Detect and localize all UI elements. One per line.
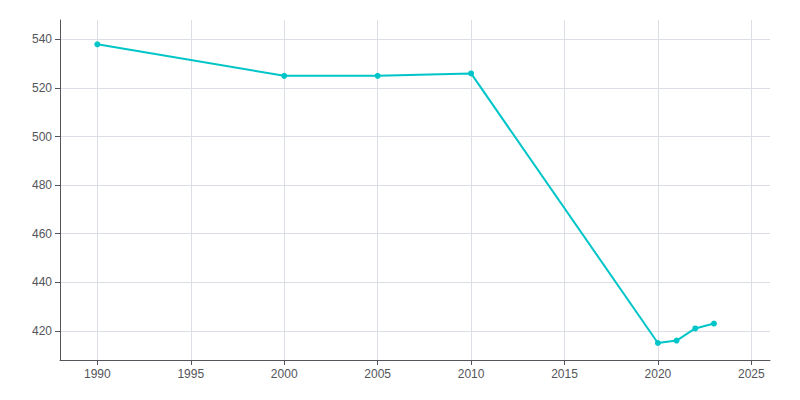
svg-text:2010: 2010 — [458, 367, 485, 381]
svg-text:2015: 2015 — [551, 367, 578, 381]
svg-text:1995: 1995 — [177, 367, 204, 381]
svg-text:540: 540 — [32, 32, 52, 46]
svg-text:1990: 1990 — [84, 367, 111, 381]
svg-text:2025: 2025 — [738, 367, 765, 381]
svg-text:440: 440 — [32, 275, 52, 289]
svg-text:2000: 2000 — [271, 367, 298, 381]
svg-text:2020: 2020 — [645, 367, 672, 381]
svg-text:480: 480 — [32, 178, 52, 192]
svg-text:420: 420 — [32, 324, 52, 338]
svg-text:460: 460 — [32, 227, 52, 241]
svg-text:520: 520 — [32, 81, 52, 95]
svg-text:500: 500 — [32, 130, 52, 144]
svg-text:2005: 2005 — [364, 367, 391, 381]
